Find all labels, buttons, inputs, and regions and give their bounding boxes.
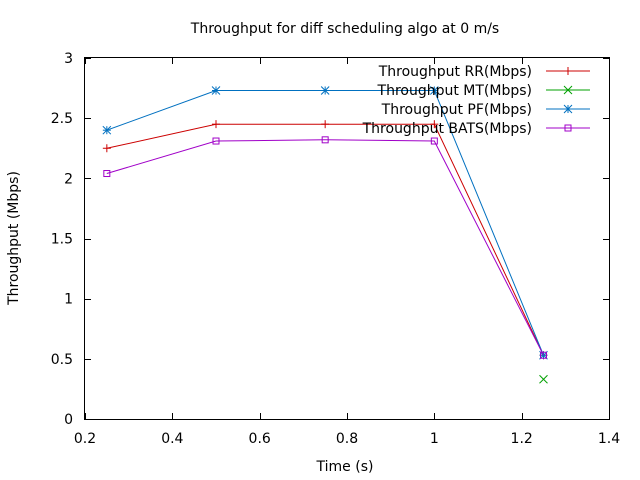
data-point [321, 136, 329, 144]
series-2 [539, 374, 548, 384]
x-tick-label: 1 [430, 431, 439, 447]
series-line [106, 139, 544, 356]
y-tick-label: 0 [64, 412, 73, 428]
y-tick-label: 0.5 [51, 352, 73, 368]
data-point [539, 374, 548, 384]
x-tick-label: 0.4 [161, 431, 183, 447]
legend-label: Throughput PF(Mbps) [381, 102, 532, 118]
data-point [212, 120, 220, 129]
series-layer [102, 86, 548, 384]
data-point [430, 120, 439, 129]
series-1 [102, 120, 548, 360]
data-point [321, 120, 330, 129]
data-point [540, 351, 547, 359]
legend-swatch-marker [564, 124, 572, 132]
data-point [102, 125, 112, 135]
data-point [430, 137, 438, 145]
legend-swatch-marker [564, 67, 572, 75]
legend-item: Throughput BATS(Mbps) [362, 121, 590, 137]
legend: Throughput RR(Mbps) Throughput MT(Mbps) Th… [362, 64, 590, 137]
series-line [106, 123, 544, 356]
x-tick-label: 1.4 [598, 431, 620, 447]
data-point [212, 137, 220, 145]
data-point [211, 86, 221, 95]
y-axis-ticks: 0 0.5 1 1.5 2 2.5 3 [51, 51, 609, 428]
plot-frame [84, 57, 610, 420]
x-tick-label: 0.8 [336, 431, 358, 447]
data-point [103, 170, 111, 178]
x-tick-label: 0.6 [249, 431, 271, 447]
legend-label: Throughput RR(Mbps) [378, 64, 532, 80]
legend-item: Throughput PF(Mbps) [381, 102, 590, 118]
y-tick-label: 2 [64, 171, 73, 187]
x-tick-label: 1.2 [511, 431, 533, 447]
data-point [429, 86, 439, 95]
legend-item: Throughput MT(Mbps) [377, 83, 590, 99]
legend-swatch-marker [563, 104, 573, 114]
y-tick-label: 3 [64, 51, 73, 67]
x-axis-ticks: 0.2 0.4 0.6 0.8 1 1.2 1.4 [74, 58, 620, 447]
y-tick-label: 2.5 [51, 111, 73, 127]
x-tick-label: 0.2 [74, 431, 96, 447]
data-point [320, 86, 330, 95]
x-axis-label: Time (s) [316, 459, 374, 475]
data-point [102, 144, 111, 153]
series-4 [103, 136, 547, 359]
legend-item: Throughput RR(Mbps) [378, 64, 590, 80]
y-tick-label: 1 [64, 292, 73, 308]
series-3 [102, 86, 548, 360]
legend-label: Throughput MT(Mbps) [377, 83, 532, 99]
y-tick-label: 1.5 [51, 232, 73, 248]
legend-swatch-marker [563, 85, 573, 95]
legend-label: Throughput BATS(Mbps) [362, 121, 532, 137]
y-axis-label: Throughput (Mbps) [6, 171, 22, 306]
chart-title: Throughput for diff scheduling algo at 0… [190, 21, 499, 37]
